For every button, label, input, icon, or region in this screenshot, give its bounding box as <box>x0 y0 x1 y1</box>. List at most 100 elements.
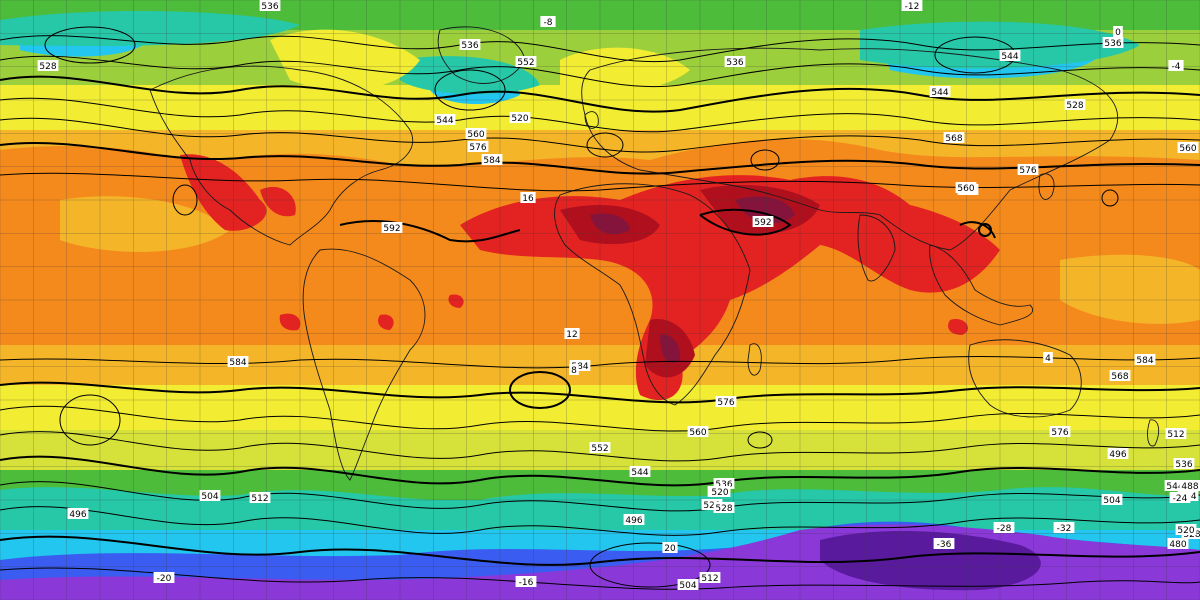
temp-label-box <box>540 16 556 27</box>
height-label: 528 <box>39 62 56 72</box>
temp-label-box <box>1168 60 1184 71</box>
height-label-box <box>629 466 651 477</box>
contour-s1 <box>0 355 1200 369</box>
height-label-box <box>1173 458 1195 469</box>
coast-japan <box>1038 173 1055 200</box>
height-label: 544 <box>436 116 453 126</box>
height-label-box <box>1165 428 1187 439</box>
height-label-box <box>752 216 774 227</box>
height-label: 536 <box>1175 460 1192 470</box>
height-label: 520 <box>711 488 728 498</box>
height-label: 584 <box>571 362 588 372</box>
height-label: 544 <box>1001 52 1018 62</box>
coast-uk <box>584 111 599 129</box>
height-label: 536 <box>1104 39 1121 49</box>
contour-s5 <box>0 455 1200 487</box>
temp-label: -36 <box>937 540 952 550</box>
height-label-box <box>929 86 951 97</box>
height-label: 568 <box>945 134 962 144</box>
height-label: 512 <box>1167 430 1184 440</box>
height-label-box <box>481 154 503 165</box>
temp-label-box <box>564 328 580 339</box>
cell-aus-low <box>1101 189 1119 207</box>
fill-south-deep-purple <box>820 530 1041 591</box>
height-label: 520 <box>1177 526 1194 536</box>
contour-s7 <box>0 506 1200 536</box>
height-label-box <box>249 492 271 503</box>
contour-n6 <box>0 141 1200 175</box>
height-label-box <box>1175 524 1197 535</box>
temp-label-box <box>1053 522 1075 533</box>
height-label-box <box>709 486 731 497</box>
height-label-box <box>589 442 611 453</box>
height-label-box <box>515 56 537 67</box>
fill-north-yellow-tongue <box>270 29 690 92</box>
height-label: 528 <box>715 504 732 514</box>
height-label-box <box>713 478 735 489</box>
contour-s3 <box>0 405 1200 432</box>
temp-label: -16 <box>519 578 534 588</box>
coast-north-america <box>149 65 414 246</box>
height-label-box <box>623 514 645 525</box>
temp-label-box <box>520 192 536 203</box>
height-label-box <box>1107 448 1129 459</box>
height-label: 576 <box>1051 428 1068 438</box>
temp-label: 12 <box>566 330 577 340</box>
coast-eurasia <box>581 47 1119 251</box>
contour-s4 <box>0 431 1200 462</box>
height-label-box <box>1167 538 1189 549</box>
temp-label: 0 <box>1115 28 1121 38</box>
temp-label-box <box>153 572 175 583</box>
height-label: 496 <box>1109 450 1126 460</box>
temp-label-box <box>1113 26 1123 37</box>
height-label: 584 <box>1136 356 1153 366</box>
height-label: 488 <box>1181 482 1198 492</box>
height-label: 544 <box>631 468 648 478</box>
temp-label: 8 <box>571 366 577 376</box>
temp-label: -8 <box>544 18 553 28</box>
contour-labels: 536 536 528 552 536 544 544 560 576 584 592 592 584 5… <box>37 0 1200 591</box>
fill-red-americas <box>180 154 296 231</box>
height-label: 496 <box>69 510 86 520</box>
height-label: 536 <box>261 2 278 12</box>
height-label: 560 <box>689 428 706 438</box>
height-label-box <box>459 39 481 50</box>
height-label-box <box>67 508 89 519</box>
temp-label-box <box>901 0 923 11</box>
coast-australia <box>968 339 1082 418</box>
height-label: 528 <box>1066 101 1083 111</box>
temp-label-box <box>933 538 955 549</box>
height-label: 504 <box>1103 496 1120 506</box>
cell-satl-high <box>509 371 571 409</box>
contour-s9 <box>0 567 1200 590</box>
contour-n4 <box>0 97 1200 133</box>
height-label-box <box>1179 480 1200 491</box>
temp-label-box <box>1043 352 1053 363</box>
height-label: 536 <box>461 41 478 51</box>
height-label-box <box>1177 142 1199 153</box>
height-label: 584 <box>483 156 500 166</box>
temp-label: -4 <box>1172 62 1181 72</box>
height-label: 536 <box>715 480 732 490</box>
temp-label: -32 <box>1057 524 1072 534</box>
cell-europe-low <box>586 132 624 158</box>
height-label-box <box>1101 494 1123 505</box>
height-label-box <box>1164 480 1186 491</box>
contour-s2 <box>0 381 1200 404</box>
height-label: 512 <box>701 574 718 584</box>
temp-label-box <box>1169 492 1191 503</box>
height-label: 496 <box>625 516 642 526</box>
height-label: 504 <box>679 581 696 591</box>
fill-north-teal-blobs <box>0 10 1140 95</box>
height-label: 552 <box>591 444 608 454</box>
coast-india <box>857 214 896 282</box>
height-label: 560 <box>957 184 974 194</box>
height-label: 480 <box>1169 540 1186 550</box>
height-label-box <box>677 579 699 590</box>
fill-red-specks <box>279 294 969 335</box>
height-label-box <box>227 356 249 367</box>
height-label-box <box>509 112 531 123</box>
temp-label-box <box>569 364 579 375</box>
coastlines <box>149 26 1160 481</box>
